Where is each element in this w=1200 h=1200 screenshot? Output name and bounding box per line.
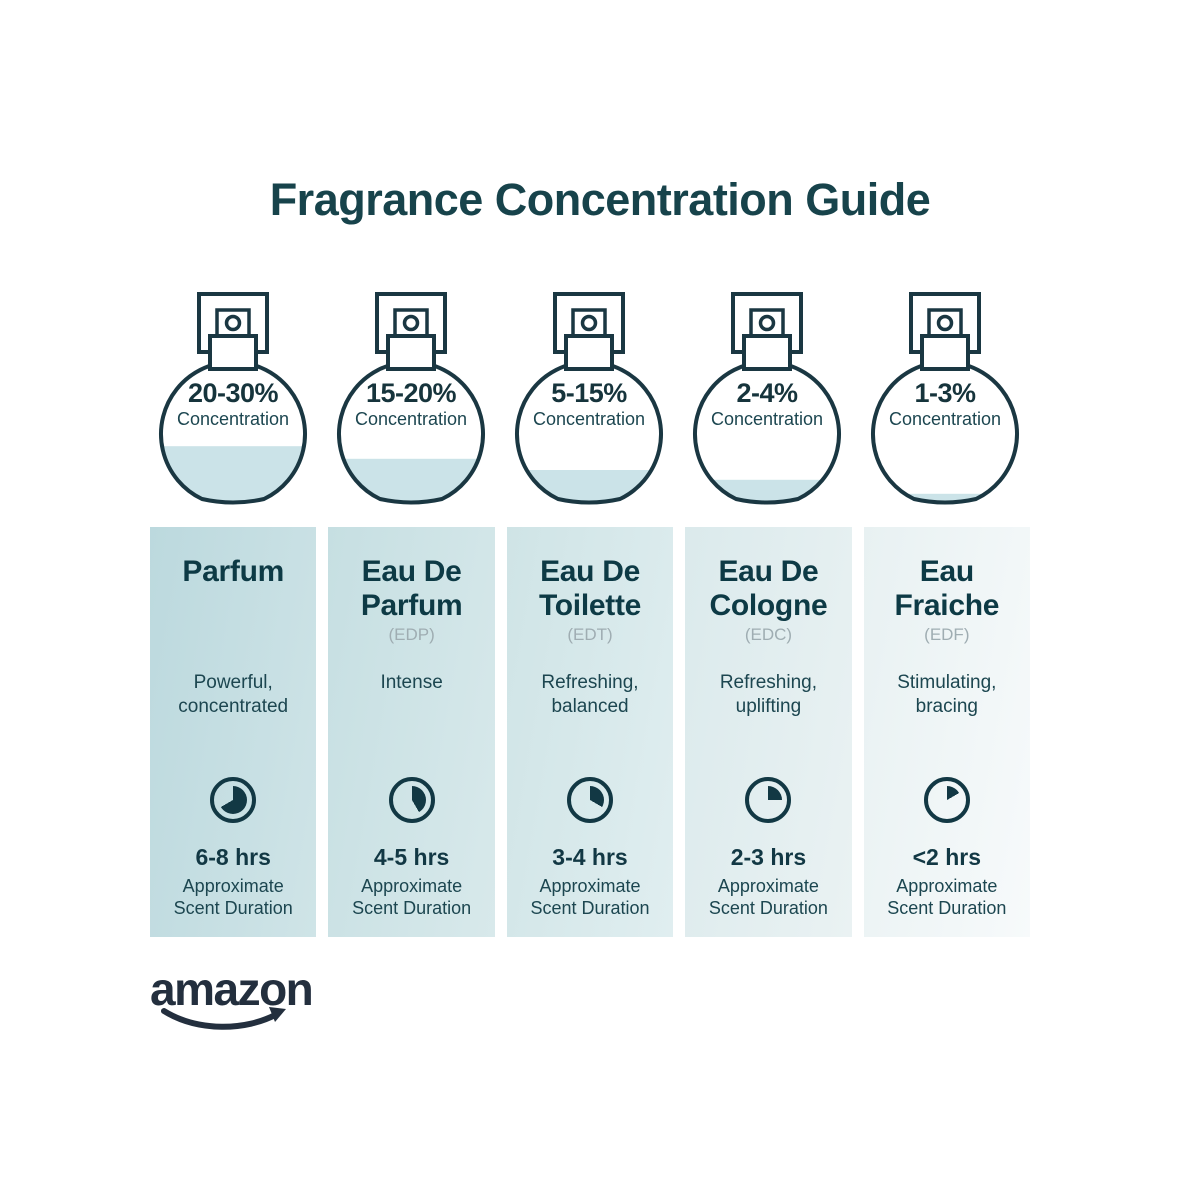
scent-duration-note: Approximate Scent Duration	[887, 876, 1007, 918]
concentration-label: Concentration	[710, 409, 824, 429]
clock-icon	[923, 777, 970, 823]
clock-icon	[567, 777, 614, 823]
perfume-bottle-edc: 2-4% Concentration	[682, 292, 852, 507]
clock-icon	[210, 777, 257, 823]
column-eau-de-cologne: Eau De Cologne (EDC) Refreshing, uplifti…	[685, 527, 852, 937]
concentration-range: 5-15%	[551, 378, 627, 408]
amazon-logo-text: amazon	[150, 963, 314, 1015]
concentration-range: 15-20%	[365, 378, 457, 408]
category-description: Refreshing, uplifting	[719, 672, 817, 717]
category-description: Intense	[380, 672, 443, 693]
scent-duration-hours: 2-3 hrs	[730, 844, 807, 870]
category-abbreviation: (EDF)	[924, 625, 970, 644]
spray-bottle-icon	[693, 292, 841, 505]
clock-wedge	[219, 786, 248, 814]
scent-duration-hours: 4-5 hrs	[373, 844, 450, 870]
concentration-label: Concentration	[354, 409, 468, 429]
clock-wedge	[576, 786, 605, 814]
category-name: Eau De Cologne	[709, 555, 828, 622]
scent-duration-note: Approximate Scent Duration	[173, 876, 293, 918]
category-name: Parfum	[182, 555, 284, 588]
category-table: Parfum Powerful, concentrated 6-8 hrs Ap…	[150, 527, 1031, 937]
column-eau-de-parfum: Eau De Parfum (EDP) Intense 4-5 hrs Appr…	[328, 527, 495, 937]
concentration-range: 20-30%	[187, 378, 279, 408]
clock-wedge	[397, 786, 426, 814]
spray-bottle-icon	[515, 292, 663, 505]
category-description: Refreshing, balanced	[541, 672, 639, 717]
perfume-bottle-edf: 1-3% Concentration	[860, 292, 1030, 507]
category-name: Eau De Parfum	[360, 555, 463, 622]
concentration-range: 1-3%	[914, 378, 976, 408]
scent-duration-note: Approximate Scent Duration	[530, 876, 650, 918]
spray-bottle-icon	[871, 292, 1019, 505]
spray-bottle-icon	[337, 292, 485, 505]
clock-wedge	[932, 786, 961, 814]
category-description: Powerful, concentrated	[178, 672, 289, 717]
concentration-label: Concentration	[532, 409, 646, 429]
concentration-label: Concentration	[176, 409, 290, 429]
scent-duration-hours: 3-4 hrs	[552, 844, 628, 870]
clock-icon	[388, 777, 435, 823]
page-title: Fragrance Concentration Guide	[269, 174, 931, 225]
scent-duration-hours: 6-8 hrs	[195, 844, 271, 870]
category-abbreviation: (EDC)	[744, 625, 793, 644]
spray-bottle-icon	[159, 292, 307, 505]
perfume-bottle-parfum: 20-30% Concentration	[148, 292, 318, 507]
clock-wedge	[754, 786, 783, 814]
concentration-label: Concentration	[888, 409, 1002, 429]
category-description: Stimulating, bracing	[897, 672, 997, 717]
category-name: Eau De Toilette	[538, 555, 642, 622]
concentration-range: 2-4%	[736, 378, 798, 408]
scent-duration-note: Approximate Scent Duration	[708, 876, 828, 918]
column-parfum: Parfum Powerful, concentrated 6-8 hrs Ap…	[150, 527, 317, 937]
column-eau-de-toilette: Eau De Toilette (EDT) Refreshing, balanc…	[506, 527, 674, 937]
scent-duration-note: Approximate Scent Duration	[352, 876, 472, 918]
category-abbreviation: (EDP)	[388, 625, 435, 644]
amazon-logo: amazon	[150, 962, 330, 1034]
column-eau-fraiche: Eau Fraiche (EDF) Stimulating, bracing <…	[863, 527, 1031, 937]
perfume-bottle-edp: 15-20% Concentration	[326, 292, 496, 507]
category-name: Eau Fraiche	[894, 555, 1000, 622]
category-abbreviation: (EDT)	[567, 625, 613, 644]
perfume-bottle-edt: 5-15% Concentration	[504, 292, 674, 507]
clock-icon	[745, 777, 792, 823]
scent-duration-hours: <2 hrs	[912, 844, 982, 870]
amazon-smile-icon	[161, 1007, 286, 1030]
